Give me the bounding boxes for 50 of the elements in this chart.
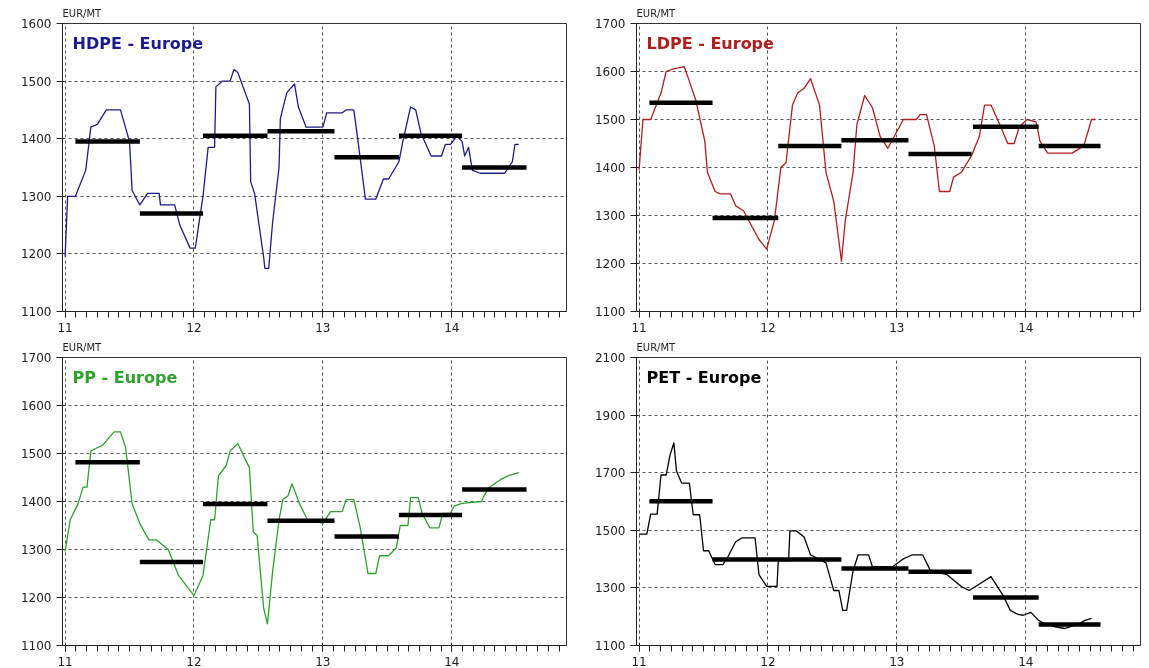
x-tick-label: 13 <box>889 320 905 335</box>
y-tick-label: 1500 <box>594 523 626 538</box>
y-tick-label: 1600 <box>20 17 52 31</box>
y-axis-title: EUR/MT <box>636 7 677 19</box>
y-tick-label: 1300 <box>594 209 626 223</box>
y-tick-label: 1100 <box>20 639 52 653</box>
y-tick-label: 1700 <box>594 466 626 481</box>
y-axis-title: EUR/MT <box>636 341 677 353</box>
x-tick-label: 11 <box>57 320 73 335</box>
y-tick-label: 1300 <box>594 581 626 596</box>
y-tick-label: 1600 <box>594 65 626 79</box>
y-tick-label: 1500 <box>20 447 52 461</box>
x-tick-label: 13 <box>315 654 331 668</box>
x-tick-label: 12 <box>760 654 776 668</box>
y-tick-label: 1600 <box>20 399 52 413</box>
text: PP - Europe <box>72 367 178 387</box>
y-tick-label: 1400 <box>20 132 52 147</box>
y-tick-label: 1400 <box>20 495 52 509</box>
x-tick-label: 11 <box>631 320 647 335</box>
x-tick-label: 12 <box>186 320 202 335</box>
y-tick-label: 1500 <box>20 74 52 89</box>
y-tick-label: 2100 <box>594 351 626 365</box>
y-tick-label: 1300 <box>20 189 52 204</box>
x-tick-label: 14 <box>1018 654 1034 668</box>
text: HDPE - Europe <box>72 33 204 53</box>
x-tick-label: 13 <box>889 654 905 668</box>
y-tick-label: 1100 <box>20 305 52 319</box>
y-tick-label: 1200 <box>594 257 626 271</box>
y-tick-label: 1500 <box>594 113 626 127</box>
y-tick-label: 1200 <box>20 247 52 262</box>
x-tick-label: 12 <box>760 320 776 335</box>
x-tick-label: 14 <box>444 654 460 668</box>
y-tick-label: 1100 <box>594 305 626 319</box>
x-tick-label: 12 <box>186 654 202 668</box>
x-tick-label: 11 <box>631 654 647 668</box>
y-axis-title: EUR/MT <box>62 341 103 353</box>
x-tick-label: 14 <box>444 320 460 335</box>
y-tick-label: 1400 <box>594 161 626 175</box>
y-tick-label: 1700 <box>594 17 626 31</box>
y-tick-label: 1300 <box>20 543 52 557</box>
y-axis-title: EUR/MT <box>62 7 103 19</box>
y-tick-label: 1200 <box>20 591 52 605</box>
x-tick-label: 13 <box>315 320 331 335</box>
y-tick-label: 1700 <box>20 351 52 365</box>
y-tick-label: 1100 <box>594 639 626 653</box>
x-tick-label: 14 <box>1018 320 1034 335</box>
text: PET - Europe <box>646 367 762 387</box>
x-tick-label: 11 <box>57 654 73 668</box>
text: LDPE - Europe <box>646 33 775 53</box>
y-tick-label: 1900 <box>594 408 626 423</box>
